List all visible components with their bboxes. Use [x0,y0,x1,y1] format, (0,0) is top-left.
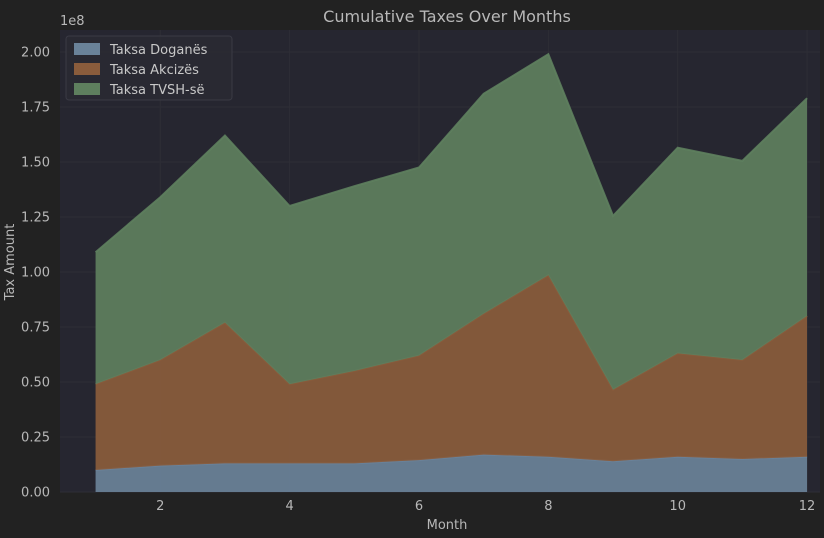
legend-label: Taksa Akcizës [109,63,199,78]
y-tick-label: 0.50 [21,376,50,391]
x-tick-label: 6 [415,499,423,514]
y-tick-label: 1.25 [21,211,50,226]
y-tick-label: 0.25 [21,431,50,446]
y-axis-offset-label: 1e8 [60,14,85,29]
area-series-group [94,52,808,492]
area-series-2 [95,275,808,470]
x-tick-label: 10 [669,499,686,514]
area-series-3 [95,54,808,390]
y-tick-label: 1.50 [21,156,50,171]
area-edge-series-3 [94,52,808,253]
y-tick-label: 1.75 [21,101,50,116]
y-tick-label: 2.00 [21,46,50,61]
chart-title: Cumulative Taxes Over Months [323,7,571,26]
legend-label: Taksa TVSH-së [109,83,204,98]
area-edge-series-2 [95,273,808,392]
legend-swatch [74,43,100,55]
x-tick-label: 4 [285,499,293,514]
legend: Taksa Doganës Taksa Akcizës Taksa TVSH-së [65,35,233,101]
legend-swatch [74,83,100,95]
legend-box [65,35,233,101]
x-tick-label: 12 [799,499,816,514]
x-tick-label: 2 [156,499,164,514]
y-tick-label: 0.75 [21,321,50,336]
x-axis-ticks: 2 4 6 8 10 12 [156,499,815,514]
legend-swatch [74,63,100,75]
x-axis-title: Month [427,518,468,533]
x-tick-label: 8 [544,499,552,514]
y-axis-title: Tax Amount [3,224,18,302]
y-tick-label: 1.00 [21,266,50,281]
y-tick-label: 0.00 [21,486,50,501]
y-axis-ticks: 0.00 0.25 0.50 0.75 1.00 1.25 1.50 1.75 2.00 [21,46,50,501]
legend-label: Taksa Doganës [109,43,208,58]
